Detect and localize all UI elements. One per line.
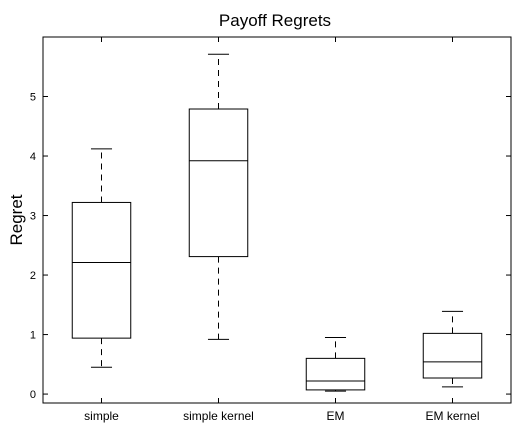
y-tick-label-5: 5 [30,92,36,104]
box-series [71,53,483,392]
box-3 [422,310,483,388]
y-axis-label: Regret [7,194,26,245]
iqr-box-0 [71,201,132,339]
x-axis: simple simple kernel EM EM kernel [84,37,480,423]
y-tick-label-4: 4 [30,151,36,163]
x-category-label-3: EM kernel [425,409,479,423]
y-tick-label-1: 1 [30,330,36,342]
chart-title: Payoff Regrets [219,11,331,30]
x-category-label-2: EM [327,409,345,423]
x-category-label-0: simple [84,409,119,423]
y-tick-label-0: 0 [30,389,36,401]
y-tick-label-2: 2 [30,270,36,282]
x-category-label-1: simple kernel [183,409,254,423]
y-tick-label-3: 3 [30,211,36,223]
box-1 [188,53,249,340]
iqr-box-1 [188,108,249,258]
plot-area-frame [42,36,512,404]
y-axis: 0 1 2 3 4 5 [30,92,511,401]
box-2 [305,337,366,392]
iqr-box-2 [305,357,366,391]
box-0 [71,148,132,368]
iqr-box-3 [422,332,483,379]
